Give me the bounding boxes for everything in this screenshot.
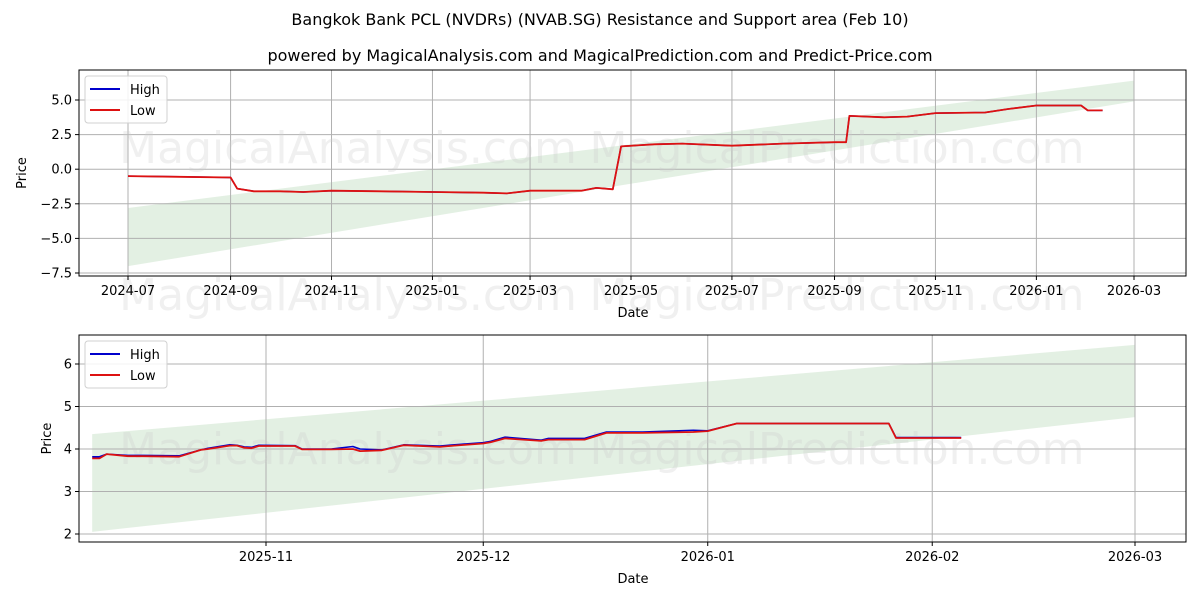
y-tick-label: 2 xyxy=(64,528,72,543)
x-tick-label: 2026-03 xyxy=(1107,284,1161,299)
x-tick-label: 2026-03 xyxy=(1108,550,1162,565)
y-tick-label: 5 xyxy=(64,400,72,415)
y-tick-label: −2.5 xyxy=(40,197,72,212)
axes-frame xyxy=(78,334,1187,543)
x-axis-label: Date xyxy=(617,306,648,321)
x-tick-label: 2024-09 xyxy=(203,284,257,299)
legend-low-label: Low xyxy=(130,104,156,119)
x-tick-label: 2024-11 xyxy=(304,284,358,299)
y-axis-label: Price xyxy=(40,423,55,455)
y-tick-label: −5.0 xyxy=(40,232,72,247)
legend-box xyxy=(84,75,168,124)
low-series-line xyxy=(92,422,962,460)
x-tick-label: 2024-07 xyxy=(101,284,155,299)
top-price-chart: MagicalAnalysis.com MagicalPrediction.com… xyxy=(15,69,1187,321)
low-series-line xyxy=(127,104,1103,195)
y-tick-label: 4 xyxy=(64,443,72,458)
watermark-text: MagicalAnalysis.com xyxy=(119,270,577,321)
x-tick-label: 2025-03 xyxy=(503,284,557,299)
x-tick-label: 2026-01 xyxy=(681,550,735,565)
y-tick-label: 5.0 xyxy=(51,94,72,109)
x-tick-label: 2025-12 xyxy=(456,550,510,565)
x-tick-label: 2025-11 xyxy=(239,550,293,565)
chart-subtitle: powered by MagicalAnalysis.com and Magic… xyxy=(267,46,933,65)
axes-frame xyxy=(78,69,1187,277)
watermark-text: MagicalPrediction.com xyxy=(590,123,1085,174)
y-tick-label: −7.5 xyxy=(40,267,72,282)
chart-title: Bangkok Bank PCL (NVDRs) (NVAB.SG) Resis… xyxy=(291,10,909,29)
legend-high-label: High xyxy=(130,348,160,363)
y-tick-label: 3 xyxy=(64,485,72,500)
legend-box xyxy=(84,340,168,389)
x-tick-label: 2026-02 xyxy=(905,550,959,565)
x-tick-label: 2025-05 xyxy=(604,284,658,299)
y-axis-label: Price xyxy=(15,157,30,189)
x-axis-label: Date xyxy=(617,572,648,587)
x-tick-label: 2025-07 xyxy=(705,284,759,299)
legend-high-label: High xyxy=(130,83,160,98)
y-tick-label: 6 xyxy=(64,358,72,373)
legend-low-label: Low xyxy=(130,369,156,384)
y-tick-label: 0.0 xyxy=(51,163,72,178)
watermark-text: MagicalAnalysis.com xyxy=(119,123,577,174)
legend: High Low xyxy=(84,75,168,124)
x-tick-label: 2025-09 xyxy=(807,284,861,299)
legend: High Low xyxy=(84,340,168,389)
x-tick-label: 2025-01 xyxy=(405,284,459,299)
watermark-text: MagicalPrediction.com xyxy=(590,270,1085,321)
x-tick-label: 2025-11 xyxy=(908,284,962,299)
y-tick-label: 2.5 xyxy=(51,128,72,143)
support-resistance-band xyxy=(92,344,1136,532)
x-tick-label: 2026-01 xyxy=(1009,284,1063,299)
